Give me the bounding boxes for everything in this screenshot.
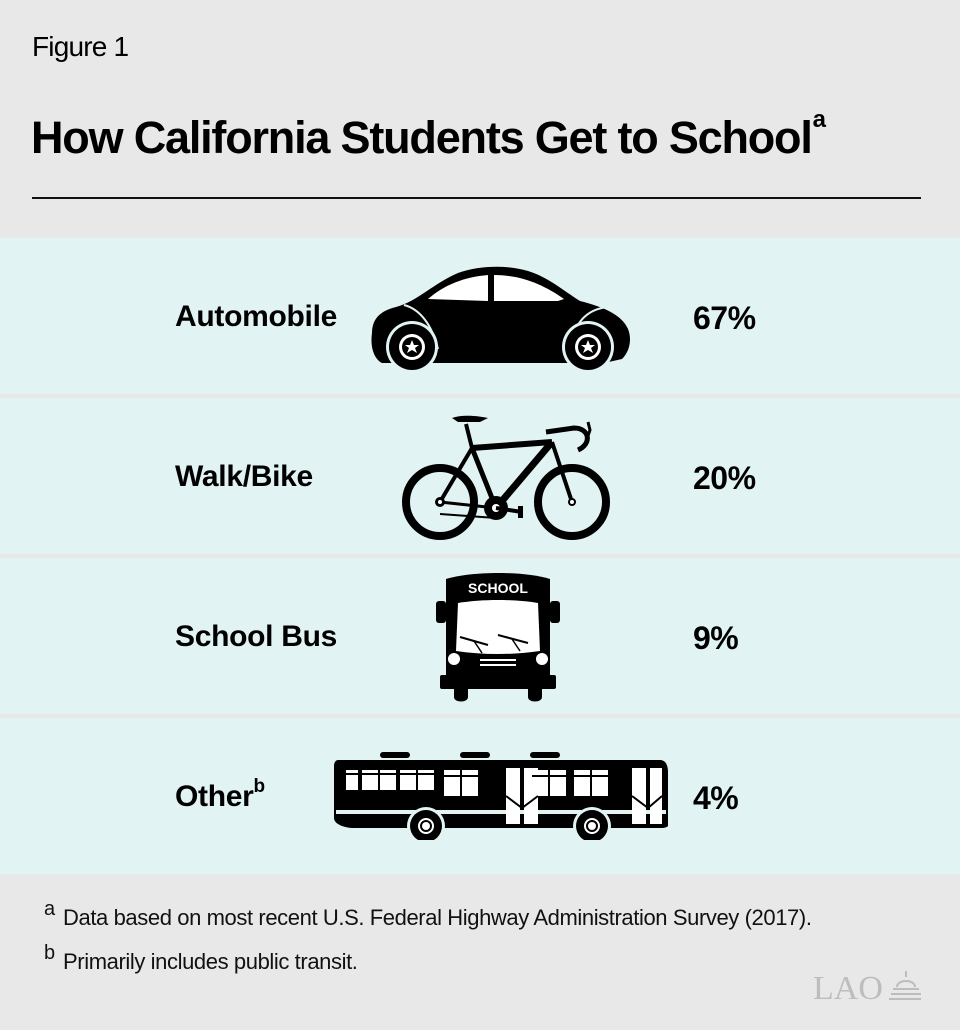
row-percent: 67% [693,300,756,336]
logo-text: LAO [813,970,883,1003]
footnotes: a Data based on most recent U.S. Federal… [44,898,812,993]
row-percent: 4% [693,780,739,816]
title-footnote-mark: a [812,106,826,133]
row-walk-bike: Walk/Bike [0,398,960,554]
capitol-dome-icon [889,971,921,1000]
row-school-bus: School Bus SCHOOL 9% [0,558,960,714]
school-bus-icon: SCHOOL [436,573,560,702]
row-label: Otherb [175,776,265,814]
school-sign-text: SCHOOL [468,580,528,596]
figure-label: Figure 1 [32,31,129,62]
row-other: Otherb [0,718,960,874]
bicycle-icon [402,415,610,540]
footnote-a: a Data based on most recent U.S. Federal… [44,898,812,949]
row-label: School Bus [175,620,338,653]
row-label: Automobile [175,300,337,333]
lao-logo: LAO [813,970,921,1003]
footnote-mark: a [44,898,55,920]
chart-title: How California Students Get to Schoola [31,106,826,164]
row-label: Walk/Bike [175,460,313,493]
row-automobile: Automobile 67% [0,238,960,394]
row-percent: 9% [693,620,739,656]
transit-bus-icon [334,752,668,840]
car-icon [371,266,630,373]
footnote-mark: b [253,776,266,797]
row-label-text: Other [175,780,254,813]
footnote-text: Primarily includes public transit. [63,949,358,974]
footnote-b: b Primarily includes public transit. [44,942,812,993]
row-percent: 20% [693,460,756,496]
title-divider [32,197,921,199]
chart-title-text: How California Students Get to School [31,112,813,163]
footnote-text: Data based on most recent U.S. Federal H… [63,905,812,930]
footnote-mark: b [44,942,55,964]
mode-rows: Automobile 67% Walk/Bike [0,238,960,878]
